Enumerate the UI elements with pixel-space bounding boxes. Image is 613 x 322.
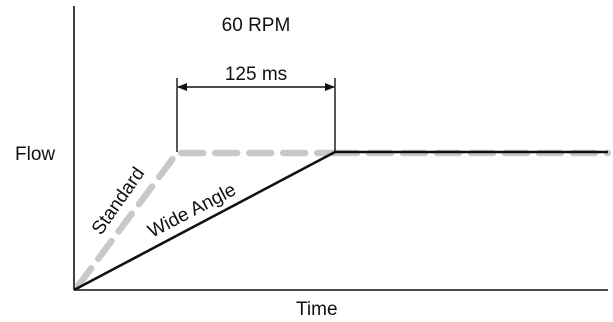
y-axis-label: Flow (15, 144, 55, 165)
rpm-label: 60 RPM (222, 15, 291, 36)
x-axis-label: Time (296, 299, 338, 320)
standard-curve (74, 149, 339, 290)
duration-label: 125 ms (225, 64, 287, 85)
